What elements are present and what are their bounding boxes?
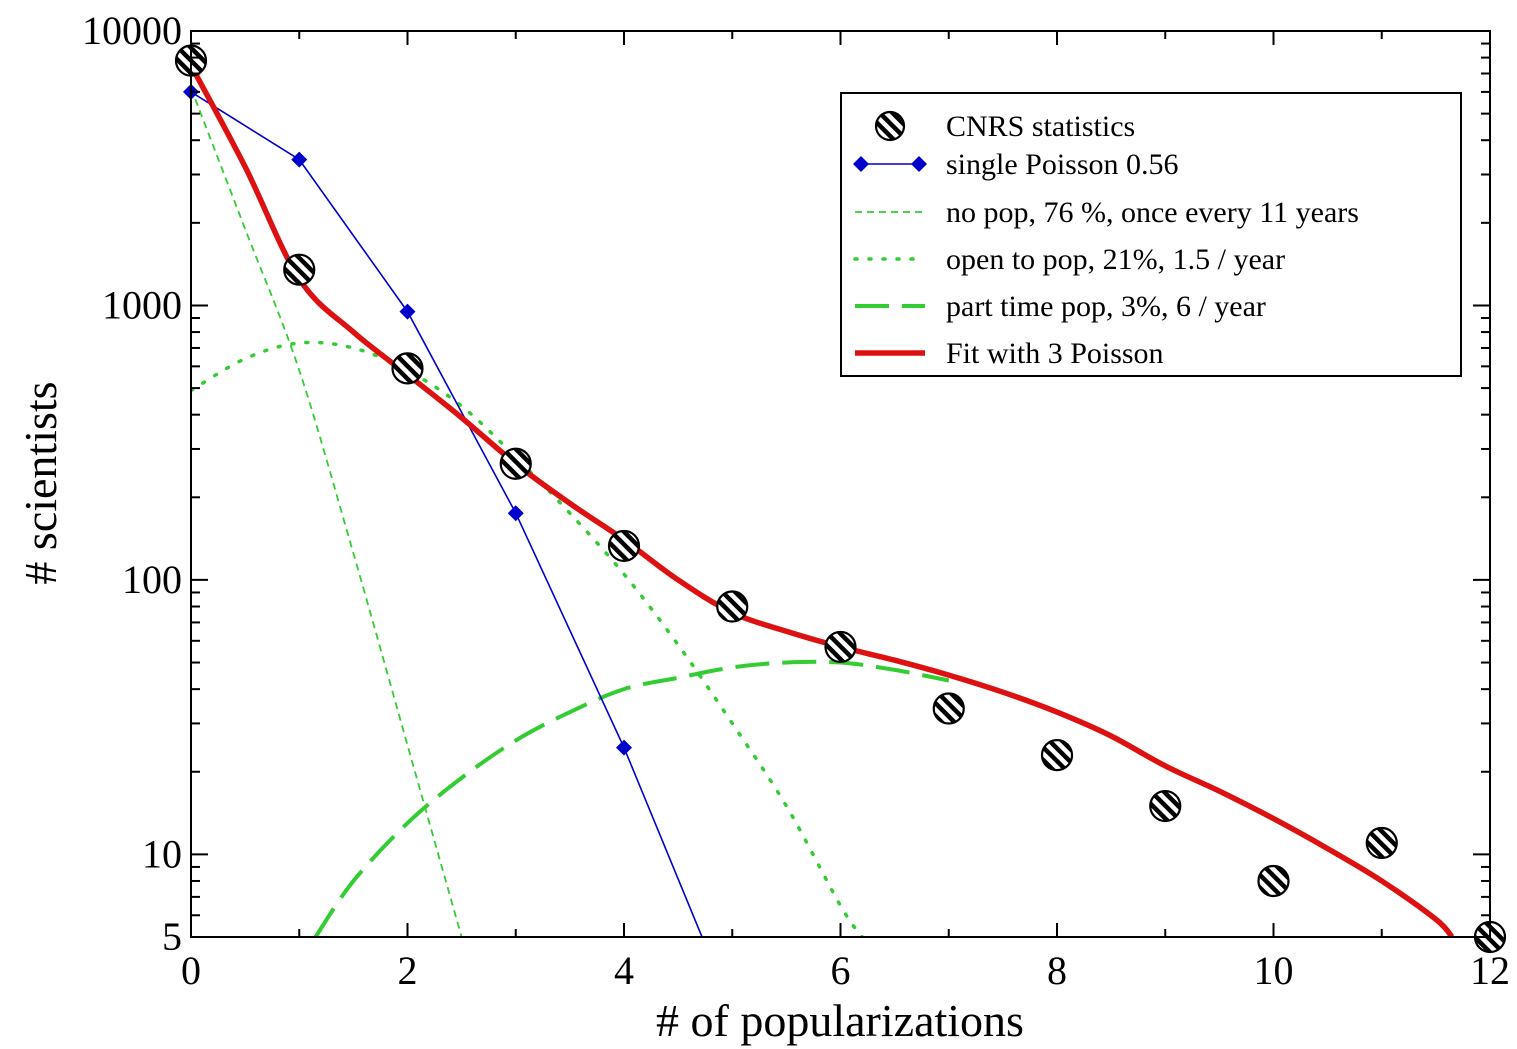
x-tick-label: 4: [614, 948, 634, 993]
poisson-diamond-marker: [291, 151, 308, 168]
poisson-diamond-marker: [616, 739, 632, 756]
cnrs-data-point: [1257, 864, 1290, 898]
y-tick-label: 10000: [82, 8, 182, 53]
plot-frame: [190, 30, 1491, 938]
poisson-diamond-marker: [399, 303, 416, 320]
legend-item-fit-3-poisson: Fit with 3 Poisson: [855, 337, 1164, 370]
legend-item-single-poisson: single Poisson 0.56: [853, 148, 1179, 181]
plot-border: [190, 30, 1491, 938]
x-tick-label: 10: [1254, 948, 1294, 993]
cnrs-data-point: [283, 253, 316, 286]
legend-label: Fit with 3 Poisson: [946, 337, 1164, 370]
cnrs-data-point: [932, 692, 965, 725]
y-tick-label: 10: [142, 831, 182, 876]
y-tick-label: 1000: [102, 282, 182, 327]
legend: CNRS statistics single Poisson 0.56 no pop…: [840, 92, 1462, 377]
single-poisson-series: [183, 83, 703, 937]
no-pop-curve-series: [191, 87, 463, 937]
legend-diamond-marker: [911, 156, 927, 172]
cnrs-data-point: [824, 630, 857, 664]
series-layer: [174, 44, 1507, 954]
y-tick-label: 5: [162, 914, 182, 959]
legend-label: single Poisson 0.56: [946, 148, 1179, 181]
x-axis-title: # of popularizations: [656, 995, 1024, 1046]
legend-item-part-time-pop-curve: part time pop, 3%, 6 / year: [855, 290, 1266, 323]
legend-label: part time pop, 3%, 6 / year: [946, 290, 1266, 323]
legend-label: no pop, 76 %, once every 11 years: [946, 196, 1359, 229]
cnrs-data-point: [1365, 826, 1398, 860]
cnrs-data-point: [499, 447, 532, 480]
x-tick-label: 12: [1470, 948, 1510, 993]
fit-3-poisson-line: [191, 64, 1455, 937]
cnrs-data-point: [1149, 789, 1182, 823]
x-tick-label: 8: [1047, 948, 1067, 993]
y-axis-title: # scientists: [15, 381, 66, 584]
open-to-pop-curve-series: [191, 340, 864, 937]
x-tick-label: 6: [831, 948, 851, 993]
x-tick-label: 0: [181, 948, 201, 993]
legend-label: CNRS statistics: [946, 110, 1135, 143]
legend-diamond-marker: [853, 156, 869, 172]
y-tick-label: 100: [122, 557, 182, 602]
no-pop-curve-line: [191, 87, 463, 937]
fit-3-poisson-series: [191, 64, 1455, 937]
legend-box: [840, 92, 1462, 377]
cnrs-data-point: [607, 529, 641, 563]
legend-item-no-pop-curve: no pop, 76 %, once every 11 years: [855, 196, 1359, 229]
x-tick-label: 2: [398, 948, 418, 993]
cnrs-data-point: [391, 352, 424, 385]
cnrs-data-point: [1040, 738, 1074, 772]
single-poisson-line: [191, 91, 703, 937]
open-to-pop-curve-line: [191, 340, 864, 937]
legend-item-open-to-pop-curve: open to pop, 21%, 1.5 / year: [853, 243, 1285, 276]
cnrs-statistics-series: [174, 44, 1507, 954]
legend-item-cnrs-statistics: CNRS statistics: [874, 110, 1135, 143]
legend-label: open to pop, 21%, 1.5 / year: [946, 243, 1285, 276]
cnrs-data-point: [716, 590, 749, 623]
poisson-diamond-marker: [507, 505, 524, 522]
legend-swatch: [874, 110, 906, 142]
